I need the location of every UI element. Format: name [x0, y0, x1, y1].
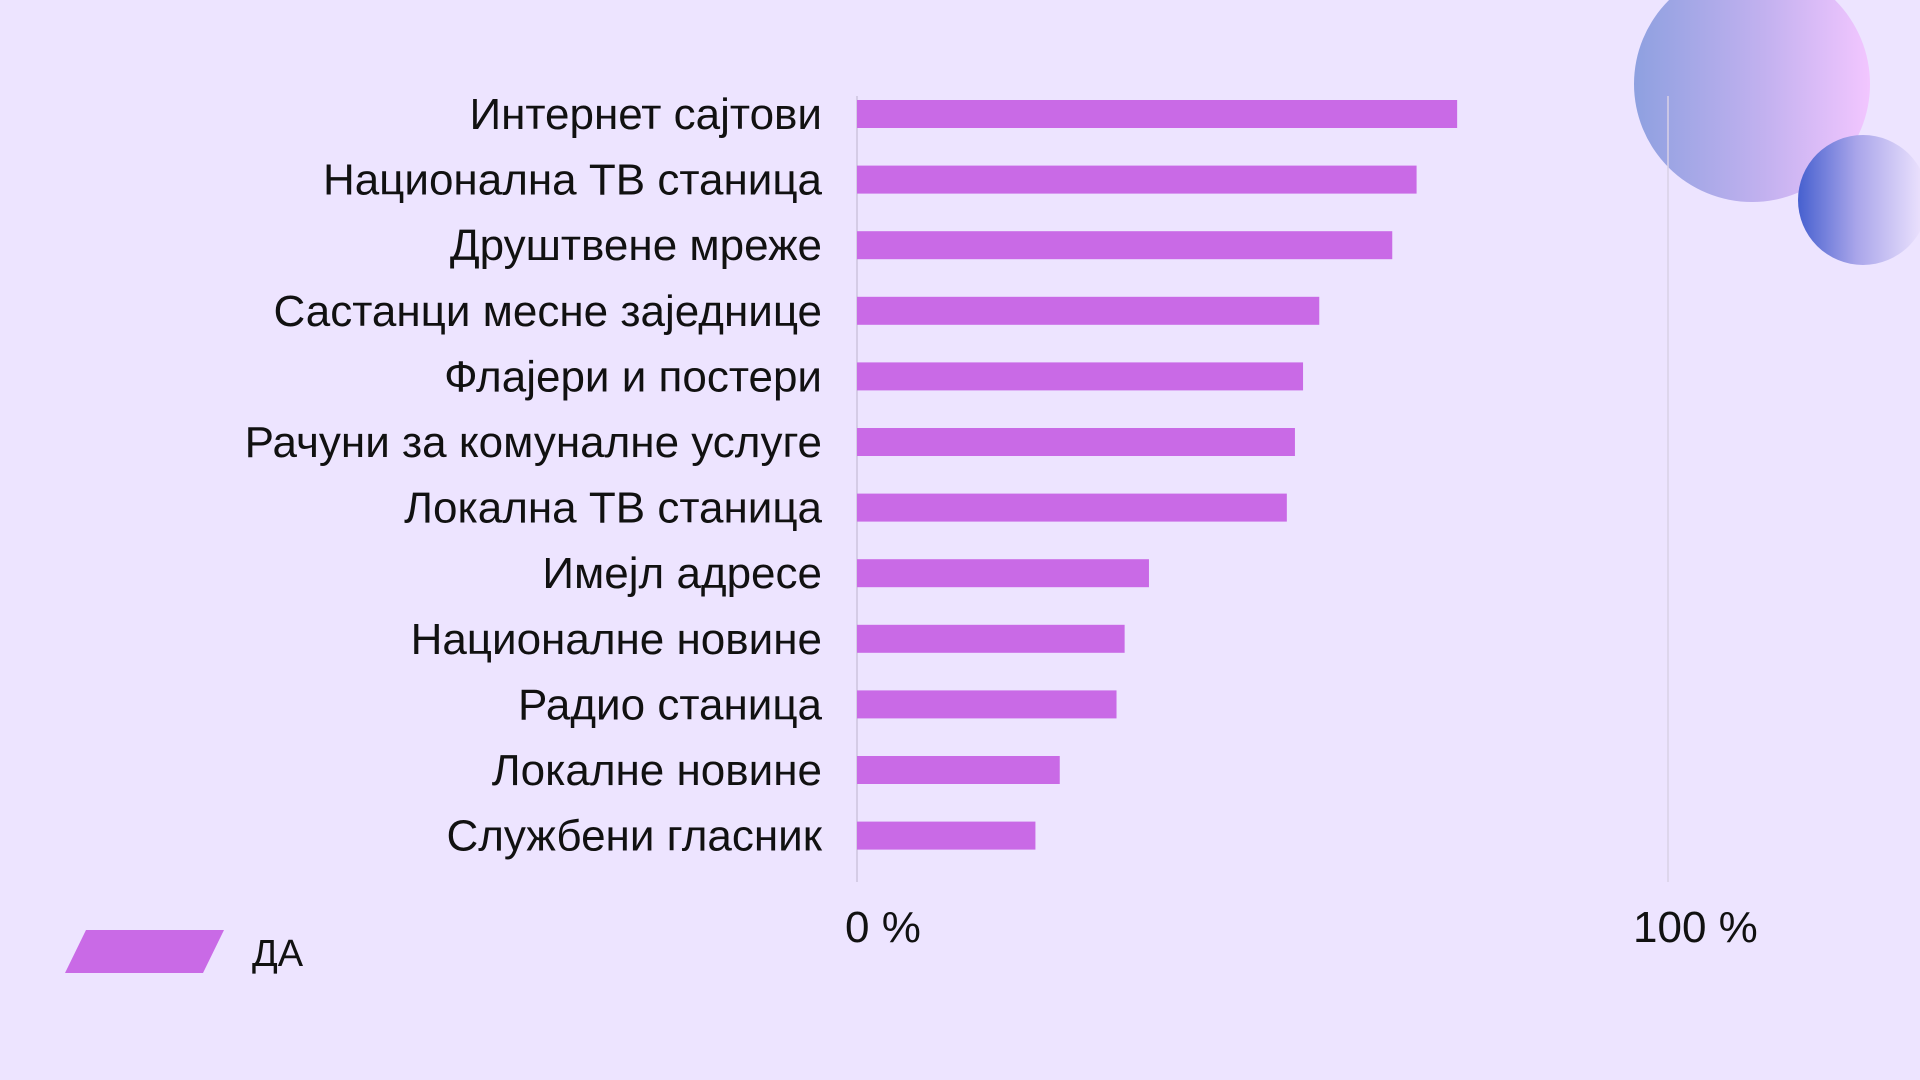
category-label-1: Национална ТВ станица	[323, 156, 823, 205]
category-label-3: Састанци месне заједнице	[273, 287, 822, 336]
category-label-2: Друштвене мреже	[450, 221, 822, 270]
decorative-circle-large	[1634, 0, 1870, 202]
bars	[857, 100, 1458, 850]
x-tick-label-100: 100 %	[1633, 903, 1758, 952]
category-labels: Интернет сајтови Национална ТВ станица Дру…	[245, 90, 823, 861]
legend-label: ДА	[252, 933, 304, 975]
bar-5	[857, 428, 1295, 456]
category-label-5: Рачуни за комуналне услуге	[245, 418, 822, 467]
bar-1	[857, 165, 1417, 194]
bar-9	[857, 690, 1117, 719]
category-label-9: Радио станица	[518, 680, 823, 729]
bar-8	[857, 624, 1125, 653]
category-label-7: Имејл адресе	[542, 549, 822, 598]
category-label-10: Локалне новине	[492, 746, 822, 795]
bar-11	[857, 821, 1036, 850]
bar-6	[857, 493, 1287, 522]
category-label-4: Флајери и постери	[444, 352, 822, 401]
category-label-11: Службени гласник	[446, 812, 822, 861]
legend: ДА	[65, 930, 304, 975]
x-tick-label-0: 0 %	[845, 903, 921, 952]
bar-3	[857, 296, 1320, 325]
bar-10	[857, 756, 1060, 784]
bar-0	[857, 100, 1458, 128]
legend-swatch	[65, 930, 224, 973]
decorative-circles	[1634, 0, 1920, 265]
bar-7	[857, 559, 1149, 588]
category-label-8: Националне новине	[411, 615, 822, 664]
category-label-6: Локална ТВ станица	[404, 484, 822, 533]
decorative-circle-small	[1798, 135, 1920, 265]
bar-2	[857, 231, 1393, 260]
category-label-0: Интернет сајтови	[469, 90, 822, 139]
bar-4	[857, 362, 1304, 391]
